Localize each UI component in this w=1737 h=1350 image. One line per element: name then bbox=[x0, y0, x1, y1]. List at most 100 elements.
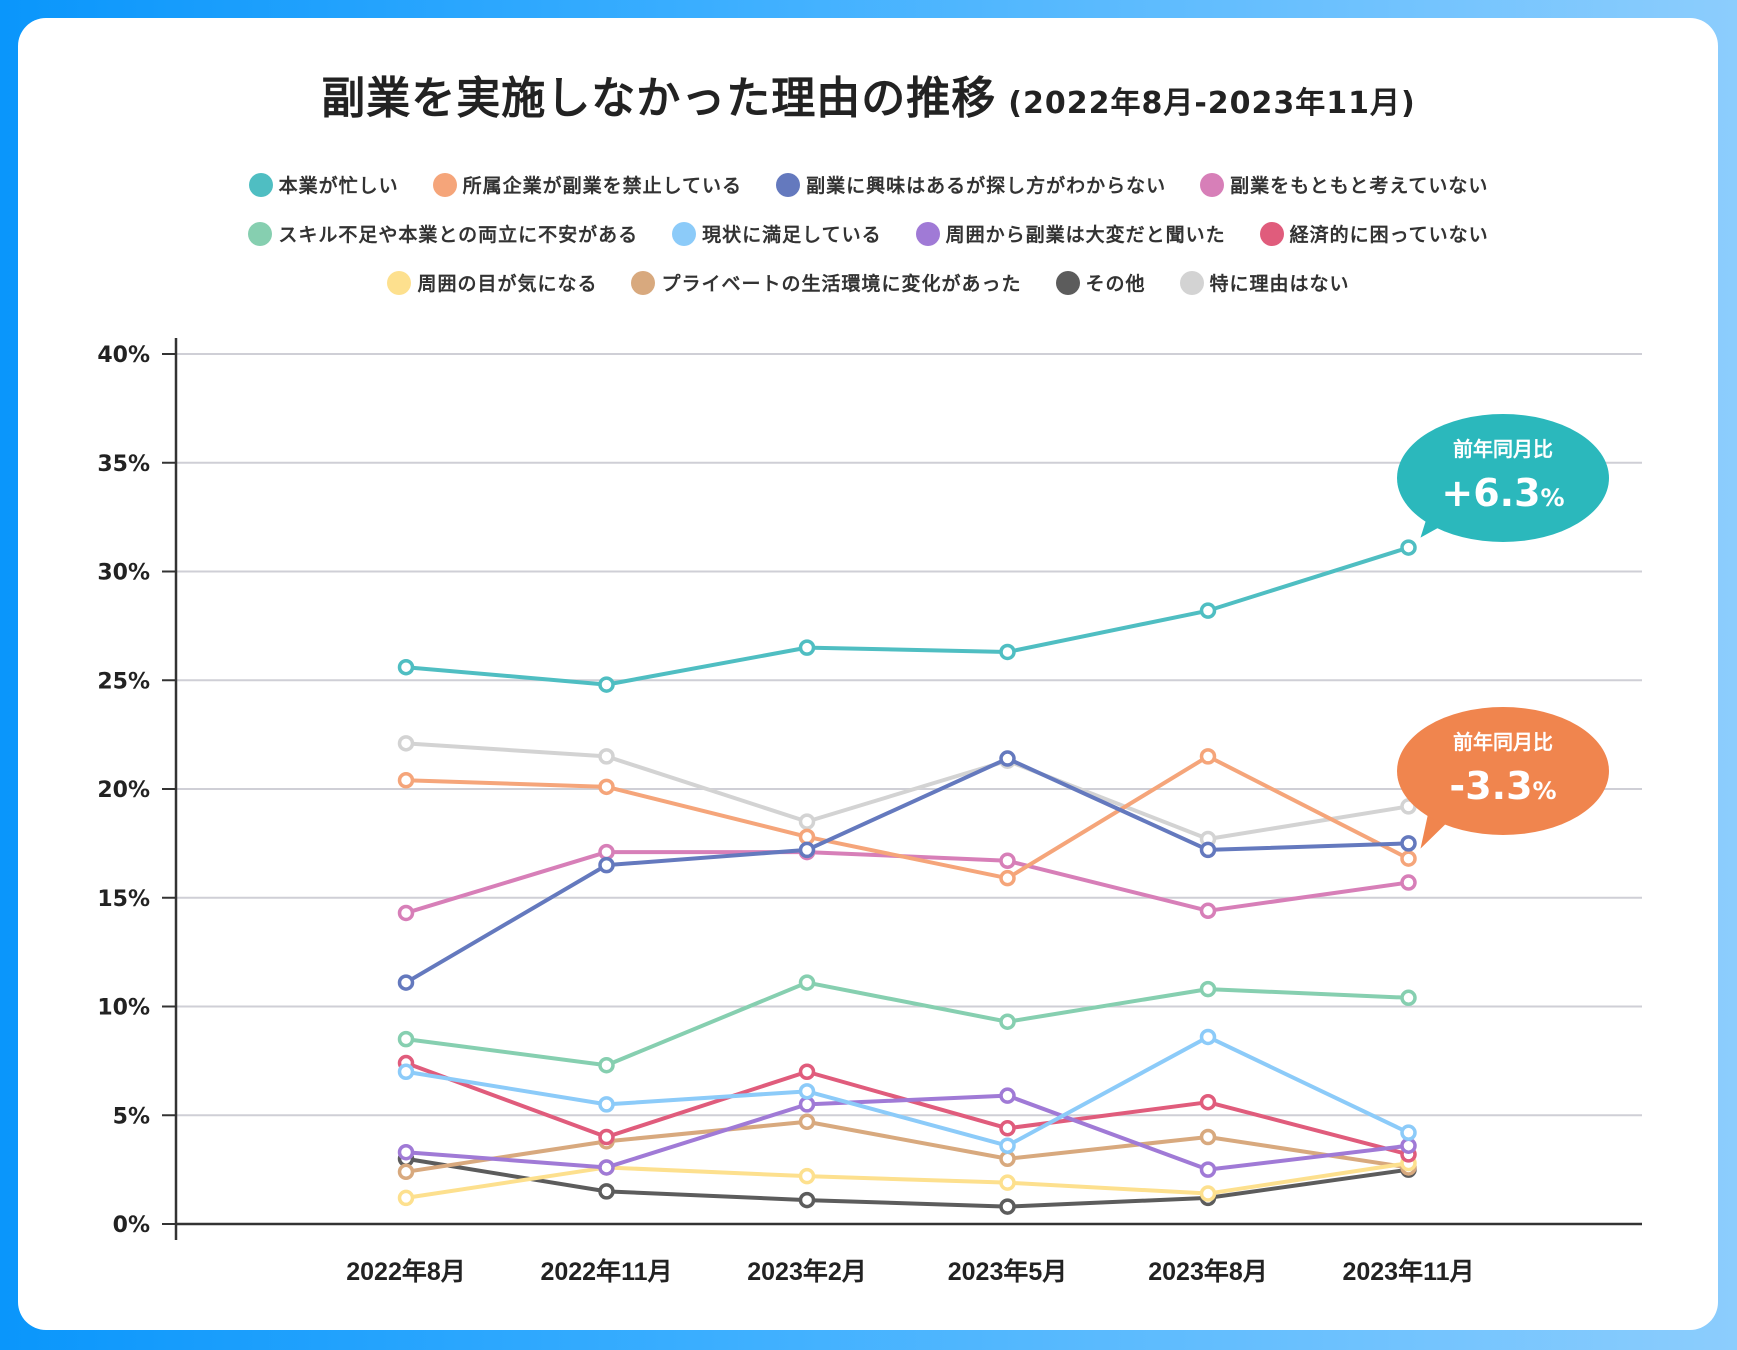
data-point bbox=[1400, 1137, 1417, 1154]
series-line bbox=[405, 850, 1409, 915]
data-point bbox=[798, 639, 816, 656]
series-0 bbox=[397, 539, 1417, 693]
x-tick-label: 2022年8月 bbox=[346, 1257, 466, 1286]
callout-bubble: 前年同月比 +6.3% bbox=[1397, 414, 1609, 542]
legend-label: 現状に満足している bbox=[702, 224, 882, 246]
data-point bbox=[1199, 748, 1217, 765]
data-point bbox=[598, 843, 615, 861]
chart-title-period: (2022年8月-2023年11月) bbox=[1008, 86, 1416, 121]
legend-swatch-icon bbox=[776, 172, 801, 197]
series-9 bbox=[397, 1113, 1417, 1181]
legend-item: 所属企業が副業を禁止している bbox=[432, 171, 743, 198]
legend-swatch-icon bbox=[672, 221, 697, 246]
series-line bbox=[405, 1156, 1409, 1209]
data-point bbox=[1400, 874, 1417, 891]
legend-swatch-icon bbox=[387, 270, 412, 295]
legend-label: 周囲から副業は大変だと聞いた bbox=[945, 224, 1226, 246]
callout-value-number: -3.3 bbox=[1449, 764, 1532, 808]
data-point bbox=[999, 1013, 1016, 1030]
legend-item: プライベートの生活環境に変化があった bbox=[631, 269, 1021, 296]
data-point bbox=[397, 1030, 415, 1048]
series-line bbox=[405, 545, 1410, 687]
data-point bbox=[1199, 1161, 1217, 1178]
callout-label: 前年同月比 bbox=[1453, 437, 1553, 461]
data-point bbox=[598, 676, 615, 693]
chart-title-main: 副業を実施しなかった理由の推移 bbox=[321, 73, 997, 124]
data-point bbox=[397, 1143, 415, 1161]
series-line bbox=[404, 756, 1409, 985]
y-tick-label: 0% bbox=[113, 1213, 150, 1238]
data-point bbox=[1199, 1028, 1217, 1046]
data-point bbox=[798, 1083, 816, 1100]
legend-item: 本業が忙しい bbox=[248, 171, 399, 198]
data-point bbox=[598, 778, 615, 796]
data-point bbox=[999, 1150, 1016, 1167]
legend-item: スキル不足や本業との両立に不安がある bbox=[248, 220, 638, 247]
legend-swatch-icon bbox=[1055, 270, 1080, 295]
data-point bbox=[397, 904, 415, 922]
callout-value-number: +6.3 bbox=[1441, 471, 1540, 515]
data-point bbox=[397, 658, 415, 676]
callout-ellipse bbox=[1397, 707, 1609, 835]
data-point bbox=[798, 1191, 816, 1209]
series-4 bbox=[397, 974, 1417, 1074]
legend-swatch-icon bbox=[248, 172, 273, 197]
data-point bbox=[598, 1096, 615, 1113]
series-line bbox=[405, 980, 1409, 1068]
data-point bbox=[1199, 602, 1217, 619]
data-point bbox=[999, 750, 1016, 767]
data-point bbox=[598, 748, 615, 765]
data-point bbox=[999, 869, 1016, 887]
data-point bbox=[397, 735, 415, 752]
data-point bbox=[397, 772, 415, 789]
data-point bbox=[999, 1120, 1016, 1137]
chart-card bbox=[18, 18, 1718, 1330]
data-point bbox=[598, 1056, 615, 1074]
data-point bbox=[999, 1198, 1016, 1215]
legend-label: 副業をもともと考えていない bbox=[1230, 175, 1489, 197]
legend-label: プライベートの生活環境に変化があった bbox=[661, 273, 1022, 295]
data-point bbox=[1400, 539, 1417, 556]
data-point bbox=[999, 1087, 1016, 1104]
legend-label: 本業が忙しい bbox=[278, 175, 399, 197]
legend-label: その他 bbox=[1085, 273, 1146, 295]
y-tick-label: 5% bbox=[113, 1104, 150, 1129]
data-point bbox=[798, 974, 816, 991]
x-tick-label: 2023年5月 bbox=[948, 1257, 1068, 1286]
x-tick-label: 2023年11月 bbox=[1342, 1257, 1474, 1286]
data-point bbox=[1199, 1185, 1217, 1202]
legend-item: 特に理由はない bbox=[1179, 269, 1350, 296]
callout-label: 前年同月比 bbox=[1453, 730, 1553, 754]
legend-item: 経済的に困っていない bbox=[1259, 220, 1489, 247]
data-point bbox=[1199, 1093, 1217, 1111]
legend-swatch-icon bbox=[432, 172, 457, 197]
data-point bbox=[798, 841, 816, 859]
callout-value-unit: % bbox=[1533, 777, 1557, 805]
legend-item: 現状に満足している bbox=[672, 220, 881, 247]
legend-label: 所属企業が副業を禁止している bbox=[462, 175, 743, 197]
legend-swatch-icon bbox=[1179, 270, 1204, 295]
series-line bbox=[405, 1034, 1410, 1148]
data-point bbox=[1400, 835, 1417, 852]
callout-ellipse bbox=[1397, 414, 1609, 542]
data-point bbox=[598, 1159, 615, 1176]
data-point bbox=[397, 1189, 415, 1207]
data-point bbox=[397, 974, 415, 991]
data-point bbox=[1199, 1128, 1217, 1146]
data-point bbox=[1199, 902, 1217, 920]
legend-swatch-icon bbox=[631, 270, 656, 295]
data-point bbox=[598, 1183, 615, 1200]
y-tick-label: 25% bbox=[97, 669, 150, 694]
series-5 bbox=[397, 1028, 1417, 1154]
callout-value-unit: % bbox=[1541, 484, 1565, 512]
y-tick-label: 40% bbox=[97, 343, 150, 368]
y-tick-label: 35% bbox=[97, 452, 150, 477]
legend-label: 経済的に困っていない bbox=[1289, 224, 1489, 246]
legend-row: スキル不足や本業との両立に不安がある 現状に満足している 周囲から副業は大変だと聞い… bbox=[0, 209, 1737, 258]
data-point bbox=[798, 813, 816, 830]
y-tick-label: 30% bbox=[97, 561, 150, 586]
series-2 bbox=[397, 750, 1417, 991]
data-point bbox=[798, 828, 816, 846]
legend-row: 周囲の目が気になる プライベートの生活環境に変化があった その他 特に理由はない bbox=[0, 258, 1737, 307]
